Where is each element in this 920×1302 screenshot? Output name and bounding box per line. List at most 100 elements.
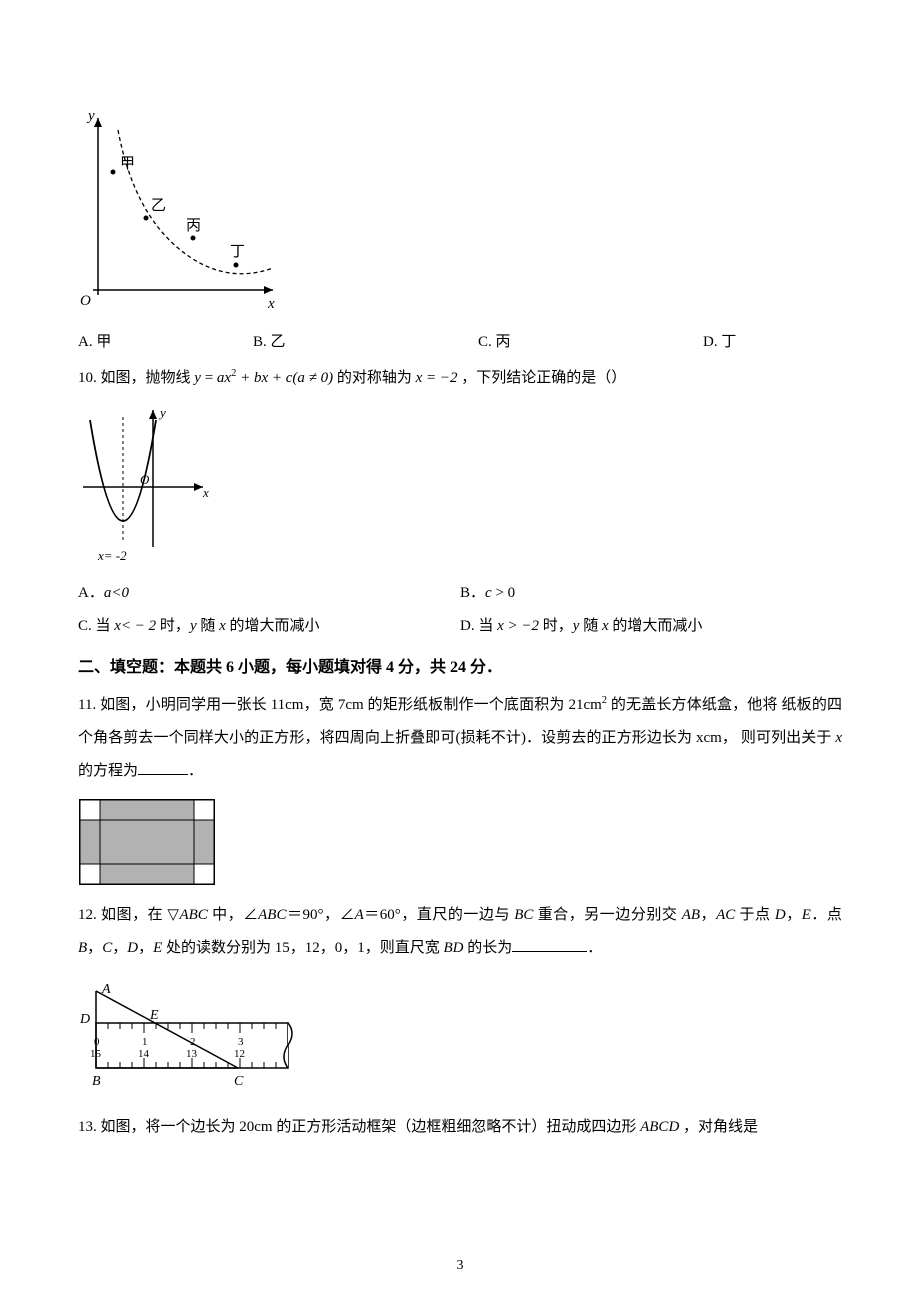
q11-1b: 21cm	[568, 697, 601, 713]
svg-text:12: 12	[234, 1048, 245, 1060]
q11-figure	[78, 798, 842, 888]
q12-C: C	[102, 940, 112, 956]
q12-2d: ，	[87, 940, 102, 956]
svg-text:甲: 甲	[120, 156, 135, 172]
svg-text:E: E	[149, 1008, 159, 1023]
svg-text:C: C	[234, 1074, 244, 1089]
q12-abc2: ABC	[258, 907, 286, 923]
q10-t2: 的对称轴为	[333, 370, 416, 386]
q12-1e: 重合，另一边分别交	[533, 907, 681, 923]
svg-text:x: x	[267, 296, 275, 312]
q10-opt-a: A．a<0	[78, 581, 460, 602]
q9-options: A. 甲 B. 乙 C. 丙 D. 丁	[78, 330, 842, 351]
q9-opt-b: B. 乙	[253, 330, 478, 351]
q12-blank	[512, 937, 587, 952]
svg-text:2: 2	[190, 1036, 196, 1048]
q10d-m2: 随	[579, 618, 602, 634]
q12-1d: ＝60°，直尺的一边与	[364, 907, 515, 923]
svg-text:O: O	[140, 472, 150, 487]
q13-abcd: ABCD	[640, 1119, 679, 1135]
q10d-pre: D. 当	[460, 618, 497, 634]
q10-figure: y O x x= -2	[78, 402, 842, 567]
q9-figure: 甲 乙 丙 丁 y O x	[78, 110, 842, 320]
q11-1c: 的无盖长方体纸盒，他将	[607, 697, 778, 713]
q13-20: 20cm	[239, 1119, 272, 1135]
q11-3c: ．	[188, 763, 203, 779]
q10-eq: =	[201, 370, 217, 386]
svg-text:A: A	[101, 983, 111, 997]
q12-1f: ，	[700, 907, 716, 923]
q11-blank	[138, 760, 188, 775]
q11-text: 11. 如图，小明同学用一张长 11cm，宽 7cm 的矩形纸板制作一个底面积为…	[78, 689, 842, 788]
page-number: 3	[0, 1258, 920, 1274]
q13-text: 13. 如图，将一个边长为 20cm 的正方形活动框架（边框粗细忽略不计）扭动成…	[78, 1111, 842, 1144]
svg-text:y: y	[158, 405, 166, 420]
section-2-header: 二、填空题：本题共 6 小题，每小题填对得 4 分，共 24 分．	[78, 653, 842, 677]
q9-opt-c: C. 丙	[478, 330, 703, 351]
svg-text:0: 0	[94, 1036, 100, 1048]
q12-abc: ABC	[179, 907, 207, 923]
q12-svg: 0 1 2 3 15 14 13 12 A D E B C	[78, 983, 308, 1093]
q10d-x: x	[602, 618, 609, 634]
q12-bc: BC	[514, 907, 533, 923]
q12-figure: 0 1 2 3 15 14 13 12 A D E B C	[78, 983, 842, 1093]
svg-text:O: O	[80, 293, 91, 309]
q12-2l: ．	[587, 940, 602, 956]
svg-text:15: 15	[90, 1048, 102, 1060]
q10c-post: 的增大而减小	[226, 618, 320, 634]
q10-ax: ax	[217, 370, 231, 386]
q10-number: 10.	[78, 370, 101, 386]
svg-text:乙: 乙	[151, 198, 166, 214]
svg-text:D: D	[79, 1012, 90, 1027]
q12-E: E	[802, 907, 811, 923]
q10-options: A．a<0 B．c > 0 C. 当 x< − 2 时，y 随 x 的增大而减小…	[78, 575, 842, 641]
q10c-cond: x< − 2	[114, 618, 156, 634]
q10c-m2: 随	[197, 618, 220, 634]
q10-opt-c: C. 当 x< − 2 时，y 随 x 的增大而减小	[78, 614, 460, 635]
q12-2j: 处的读数分别为 15，12，0，1，则直尺宽	[162, 940, 443, 956]
q12-A: A	[355, 907, 364, 923]
q11-1a: 如图，小明同学用一张长 11cm，宽 7cm 的矩形纸板制作一个底面积为	[100, 697, 568, 713]
q10-t1: 如图，抛物线	[101, 370, 195, 386]
q10-t3: ，下列结论正确的是（）	[458, 370, 627, 386]
q12-1a: 如图，在	[101, 907, 167, 923]
q10-rest: + bx + c(a ≠ 0)	[236, 370, 333, 386]
q11-3a: 则可列出关于	[741, 730, 835, 746]
q11-svg	[78, 798, 218, 888]
svg-text:14: 14	[138, 1048, 150, 1060]
svg-text:x: x	[202, 485, 209, 500]
q10-y: y	[194, 370, 201, 386]
q12-2b: ．点	[811, 907, 842, 923]
q12-1b: 中，∠	[208, 907, 258, 923]
q12-D: D	[775, 907, 786, 923]
q10c-m1: 时，	[156, 618, 190, 634]
q9-svg: 甲 乙 丙 丁 y O x	[78, 110, 288, 320]
q9-opt-a: A. 甲	[78, 330, 253, 351]
svg-text:3: 3	[238, 1036, 244, 1048]
q10-stem: 10. 如图，抛物线 y = ax2 + bx + c(a ≠ 0) 的对称轴为…	[78, 365, 842, 392]
q13-num: 13.	[78, 1119, 101, 1135]
q12-num: 12.	[78, 907, 101, 923]
q10-opt-b: B．c > 0	[460, 581, 842, 602]
svg-text:丁: 丁	[230, 244, 245, 260]
q10d-m1: 时，	[539, 618, 573, 634]
q12-ac: AC	[716, 907, 735, 923]
svg-text:x= -2: x= -2	[97, 548, 127, 563]
q10-xeq: x = −2	[416, 370, 458, 386]
q12-2h: ，	[138, 940, 153, 956]
q12-bd: BD	[444, 940, 464, 956]
q9-opt-d: D. 丁	[703, 330, 842, 351]
q12-2k: 的长为	[464, 940, 513, 956]
q11-3x: x	[835, 730, 842, 746]
q11-3b: 的方程为	[78, 763, 138, 779]
q12-text: 12. 如图，在 ▽ABC 中，∠ABC＝90°，∠A＝60°，直尺的一边与 B…	[78, 898, 842, 965]
q12-2f: ，	[112, 940, 127, 956]
svg-text:1: 1	[142, 1036, 148, 1048]
q10-opt-d: D. 当 x > −2 时，y 随 x 的增大而减小	[460, 614, 842, 635]
q10c-x: x	[219, 618, 226, 634]
svg-text:丙: 丙	[186, 218, 201, 234]
q13-c: ，对角线是	[679, 1119, 758, 1135]
q12-E2: E	[153, 940, 162, 956]
q10d-cond: x > −2	[497, 618, 539, 634]
triangle-icon: ▽	[167, 906, 179, 923]
